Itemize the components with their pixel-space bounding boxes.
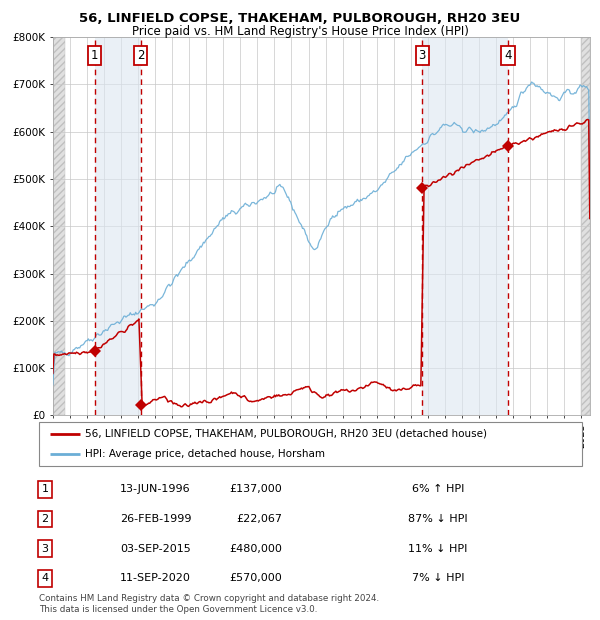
Bar [95,37,141,415]
Text: 3: 3 [419,50,426,62]
Text: 2: 2 [137,50,145,62]
Text: Price paid vs. HM Land Registry's House Price Index (HPI): Price paid vs. HM Land Registry's House … [131,25,469,38]
Text: Contains HM Land Registry data © Crown copyright and database right 2024.
This d: Contains HM Land Registry data © Crown c… [39,595,379,614]
Text: £480,000: £480,000 [229,544,282,554]
Text: 1: 1 [91,50,98,62]
Text: 11% ↓ HPI: 11% ↓ HPI [409,544,467,554]
Text: 56, LINFIELD COPSE, THAKEHAM, PULBOROUGH, RH20 3EU: 56, LINFIELD COPSE, THAKEHAM, PULBOROUGH… [79,12,521,25]
Text: £570,000: £570,000 [229,574,282,583]
Text: 11-SEP-2020: 11-SEP-2020 [120,574,191,583]
Bar [53,37,65,415]
Text: 13-JUN-1996: 13-JUN-1996 [120,484,191,494]
Text: 56, LINFIELD COPSE, THAKEHAM, PULBOROUGH, RH20 3EU (detached house): 56, LINFIELD COPSE, THAKEHAM, PULBOROUGH… [85,428,487,439]
Text: 4: 4 [504,50,512,62]
Text: 87% ↓ HPI: 87% ↓ HPI [408,514,468,524]
Bar [581,37,590,415]
Bar [581,37,590,415]
Text: HPI: Average price, detached house, Horsham: HPI: Average price, detached house, Hors… [85,449,325,459]
Text: £22,067: £22,067 [236,514,282,524]
Text: 1: 1 [41,484,49,494]
Text: 4: 4 [41,574,49,583]
Text: 2: 2 [41,514,49,524]
Text: £137,000: £137,000 [229,484,282,494]
Text: 7% ↓ HPI: 7% ↓ HPI [412,574,464,583]
Text: 6% ↑ HPI: 6% ↑ HPI [412,484,464,494]
Bar [53,37,65,415]
Bar [422,37,508,415]
Text: 03-SEP-2015: 03-SEP-2015 [120,544,191,554]
Text: 3: 3 [41,544,49,554]
Text: 26-FEB-1999: 26-FEB-1999 [120,514,191,524]
